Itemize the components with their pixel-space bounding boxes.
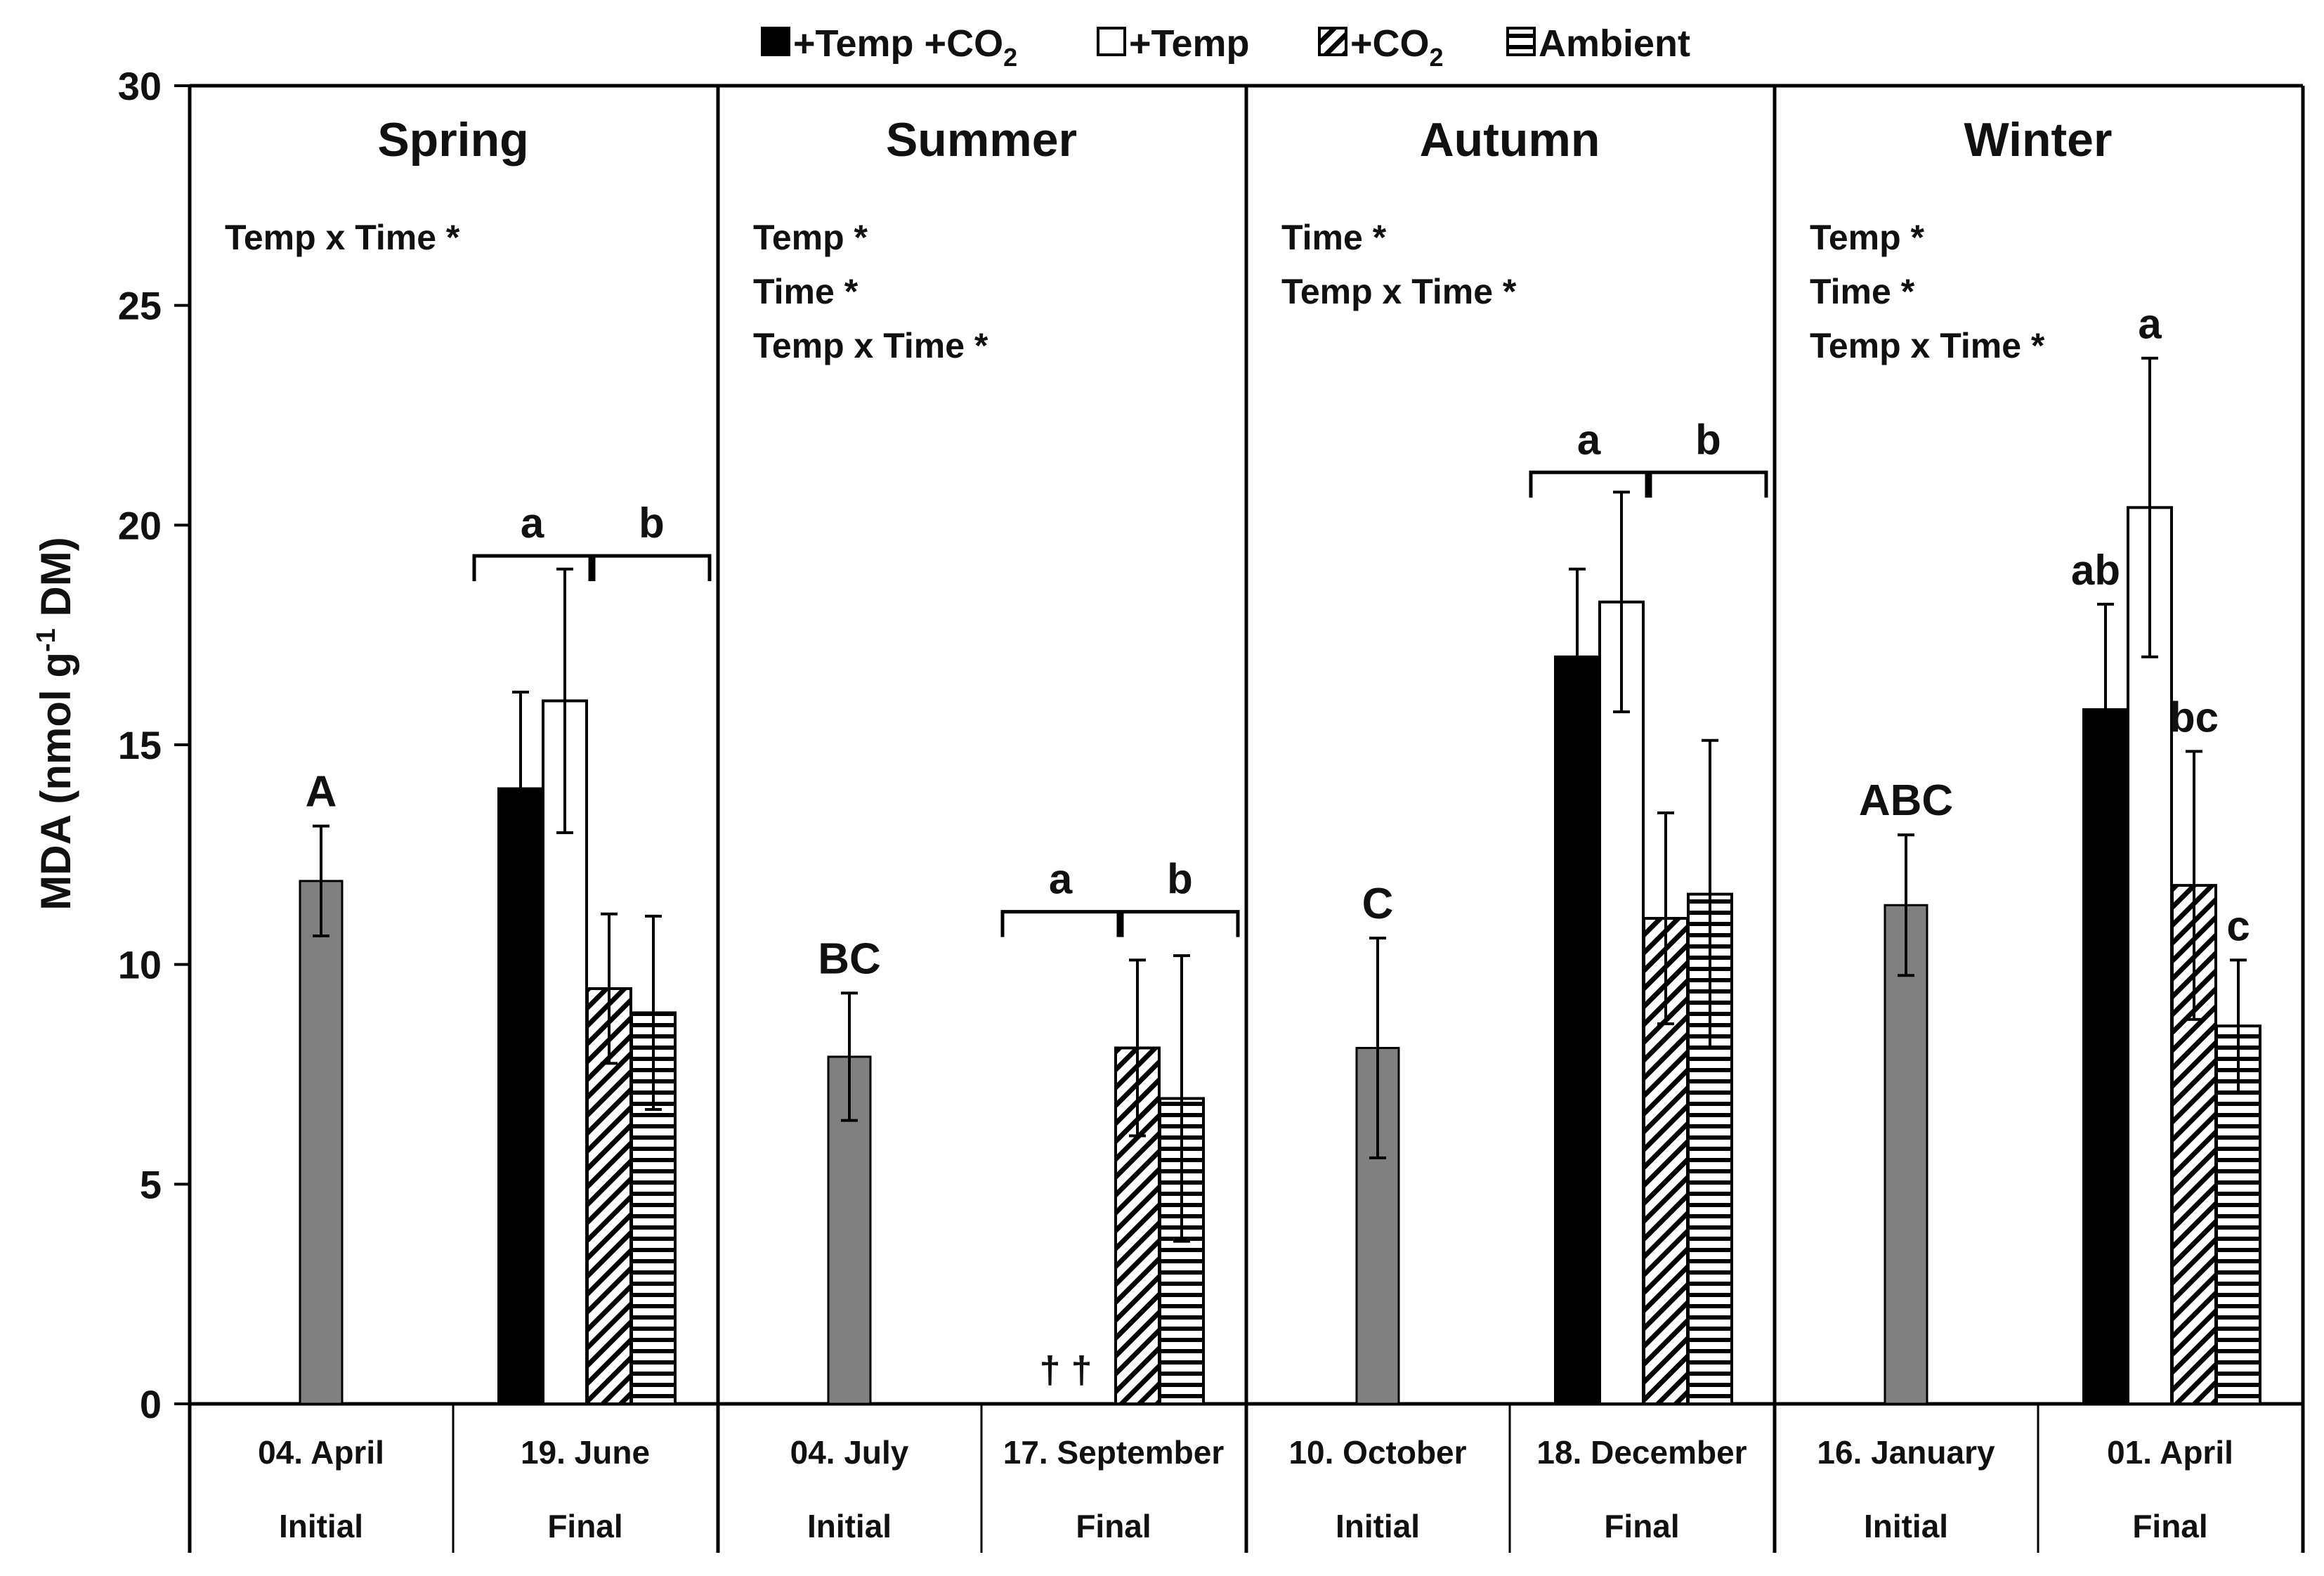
phase-label: Final: [1604, 1508, 1679, 1544]
significance-letter: c: [2226, 902, 2250, 949]
panel-winter: Winter Temp * Time * Temp x Time * 16. Janua…: [1810, 86, 2305, 1553]
panel-title: Summer: [886, 113, 1077, 167]
stat-annotation: Time *: [1810, 272, 1915, 311]
significance-bracket: [1120, 910, 1240, 937]
phase-label: Initial: [279, 1508, 363, 1544]
y-tick-label: 20: [118, 503, 162, 547]
initial-bar: [299, 880, 344, 1405]
legend-swatch: [1318, 27, 1347, 56]
significance-letter: a: [2138, 301, 2162, 348]
stat-annotation: Temp *: [1810, 218, 1925, 257]
treatment-bar: [1598, 600, 1645, 1405]
panel-spring: Spring Temp x Time * 04. April Initial 19. J…: [225, 86, 720, 1553]
y-axis-label-main: MDA (nmol g: [32, 652, 79, 911]
legend-entry-label: Ambient: [1539, 22, 1690, 65]
initial-bar: [1884, 904, 1928, 1405]
date-label: 18. December: [1536, 1434, 1747, 1471]
bracket-letter: b: [1167, 856, 1193, 903]
treatment-bar: [1554, 655, 1600, 1405]
stat-annotation: Temp x Time *: [1810, 326, 2045, 365]
significance-bracket: [592, 554, 712, 582]
significance-bracket: [472, 554, 592, 582]
panel-title: Spring: [377, 113, 528, 167]
y-tick-label: 5: [140, 1162, 162, 1206]
bracket-letter: a: [521, 500, 544, 547]
phase-label: Final: [2132, 1508, 2207, 1544]
legend: +Temp +CO2 +Temp +CO2 Ambient: [761, 22, 1690, 72]
phase-label: Initial: [1864, 1508, 1948, 1544]
y-tick-label: 0: [140, 1382, 162, 1426]
stat-annotation: Time *: [753, 272, 859, 311]
phase-label: Final: [1076, 1508, 1151, 1544]
legend-entry-label: +Temp: [1129, 22, 1250, 65]
legend-entry-label: +CO2: [1350, 22, 1444, 72]
date-label: 10. October: [1288, 1434, 1466, 1471]
phase-label: Initial: [807, 1508, 892, 1544]
bracket-letter: a: [1049, 856, 1073, 903]
date-label: 19. June: [521, 1434, 650, 1471]
bracket-letter: b: [1695, 416, 1721, 463]
stat-annotation: Temp x Time *: [225, 218, 460, 257]
significance-letter: ABC: [1859, 776, 1953, 825]
bracket-letter: b: [639, 500, 665, 547]
date-label: 17. September: [1003, 1434, 1225, 1471]
y-axis-label-tail: DM): [32, 537, 79, 628]
panels: Spring Temp x Time * 04. April Initial 19. J…: [225, 86, 2305, 1553]
date-label: 04. April: [258, 1434, 384, 1471]
significance-bracket: [1000, 910, 1121, 937]
legend-entry-label: +Temp +CO2: [793, 22, 1017, 72]
panel-summer: Summer Temp * Time * Temp x Time * 04. July I…: [753, 86, 1248, 1553]
significance-bracket: [1529, 470, 1649, 498]
stat-annotation: Temp x Time *: [1281, 272, 1517, 311]
date-label: 16. January: [1817, 1434, 1995, 1471]
panel-title: Autumn: [1420, 113, 1600, 167]
y-tick-label: 10: [118, 943, 162, 987]
significance-letter: A: [306, 768, 337, 816]
significance-letter: bc: [2169, 693, 2219, 741]
stat-annotation: Temp x Time *: [753, 326, 988, 365]
date-label: 01. April: [2107, 1434, 2233, 1471]
missing-data-dagger: † †: [1039, 1349, 1092, 1391]
y-tick-label: 25: [118, 284, 162, 328]
treatment-bar: [497, 787, 544, 1405]
panel-title: Winter: [1964, 113, 2113, 167]
legend-swatch: [1506, 27, 1536, 56]
y-axis-label-superscript: -1: [32, 628, 61, 652]
date-label: 04. July: [790, 1434, 909, 1471]
legend-swatch: [761, 27, 790, 56]
significance-letter: ab: [2071, 547, 2120, 594]
bracket-letter: a: [1577, 416, 1601, 463]
axes: 0 5 10 15 20 25 30: [118, 64, 2303, 1553]
panel-autumn: Autumn Time * Temp x Time * 10. October Init…: [1281, 86, 1777, 1553]
significance-letter: BC: [818, 934, 881, 983]
significance-bracket: [1648, 470, 1768, 498]
significance-letter: C: [1362, 880, 1394, 928]
y-tick-label: 30: [118, 64, 162, 108]
phase-label: Final: [547, 1508, 622, 1544]
legend-swatch: [1097, 27, 1126, 56]
y-axis-label: MDA (nmol g-1 DM): [32, 537, 79, 910]
y-tick-label: 15: [118, 723, 162, 767]
phase-label: Initial: [1336, 1508, 1420, 1544]
stat-annotation: Time *: [1281, 218, 1387, 257]
stat-annotation: Temp *: [753, 218, 868, 257]
